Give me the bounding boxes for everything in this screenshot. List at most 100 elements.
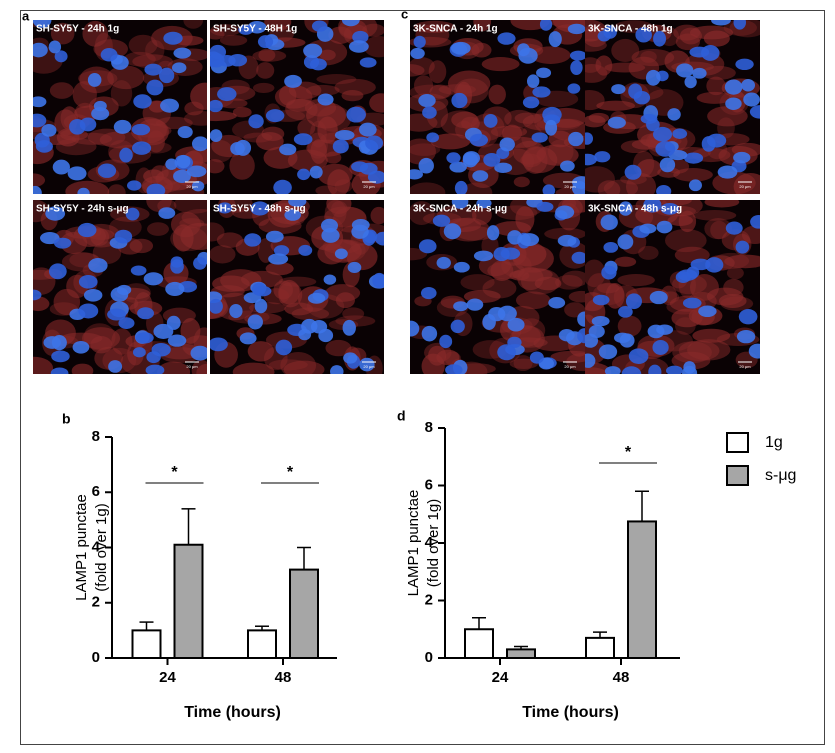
x-tick-label: 24 [492, 669, 509, 686]
nucleus [265, 109, 285, 123]
nucleus [591, 316, 610, 327]
nucleus [733, 20, 747, 30]
cytoplasm [33, 356, 54, 374]
cytoplasm [473, 20, 492, 32]
bar [289, 568, 319, 659]
nucleus [585, 353, 596, 368]
nucleus [692, 67, 707, 79]
nucleus [410, 47, 425, 60]
cytoplasm [110, 80, 133, 107]
y-axis-label: LAMP1 punctae [73, 494, 90, 601]
nucleus [735, 58, 754, 70]
cytoplasm [210, 245, 236, 264]
nucleus [449, 161, 467, 173]
nucleus [54, 50, 68, 63]
cytoplasm [561, 270, 585, 287]
nucleus [705, 257, 724, 273]
nucleus [307, 292, 326, 304]
nucleus [656, 220, 673, 234]
y-tick-label: 8 [425, 419, 433, 436]
nucleus [645, 69, 661, 86]
nucleus [647, 324, 665, 339]
nucleus [41, 123, 57, 137]
cytoplasm [297, 119, 316, 137]
cytoplasm [267, 200, 301, 228]
cytoplasm [692, 209, 737, 221]
cytoplasm [488, 84, 506, 105]
nucleus [628, 348, 649, 364]
nucleus [536, 67, 552, 79]
nucleus [88, 258, 108, 273]
nucleus [132, 141, 152, 155]
cytoplasm [362, 23, 384, 37]
nucleus [317, 93, 334, 106]
nucleus [469, 133, 488, 147]
cytoplasm [513, 176, 530, 188]
nucleus [342, 319, 356, 336]
nucleus [284, 74, 302, 88]
cytoplasm [460, 182, 493, 194]
nucleus [146, 183, 166, 194]
nucleus [116, 284, 132, 296]
nucleus [473, 250, 494, 262]
nucleus [422, 106, 437, 119]
cytoplasm [544, 227, 585, 240]
nucleus [483, 113, 498, 128]
cytoplasm [155, 116, 193, 130]
nucleus [445, 364, 463, 374]
nucleus [145, 364, 165, 374]
nucleus [158, 207, 176, 219]
panel-label: d [397, 408, 406, 424]
nucleus [50, 367, 69, 374]
cytoplasm [664, 228, 707, 253]
micrograph [210, 20, 384, 194]
nucleus [279, 143, 297, 156]
nucleus [303, 43, 323, 58]
cytoplasm [129, 238, 154, 254]
nucleus [536, 201, 554, 212]
nucleus [519, 233, 540, 247]
nucleus [592, 294, 610, 306]
nucleus [600, 214, 618, 231]
nucleus [594, 151, 611, 163]
nucleus [611, 84, 626, 95]
panel-label: a [22, 8, 30, 23]
nucleus [33, 42, 48, 58]
cytoplasm [413, 75, 434, 96]
nucleus [743, 92, 760, 107]
nucleus [667, 108, 681, 121]
nucleus [323, 274, 337, 285]
cytoplasm [335, 292, 355, 309]
nucleus [253, 285, 272, 297]
cytoplasm [614, 256, 637, 267]
nucleus [572, 181, 585, 194]
nucleus [186, 165, 207, 178]
cytoplasm [611, 38, 640, 63]
micrograph [33, 200, 207, 374]
cytoplasm [90, 336, 113, 354]
nucleus [604, 366, 621, 374]
cytoplasm [481, 57, 520, 72]
cytoplasm [460, 274, 495, 291]
cytoplasm [147, 222, 169, 236]
nucleus [736, 329, 756, 344]
nucleus [132, 347, 146, 358]
nucleus [352, 30, 369, 44]
nucleus [413, 35, 426, 49]
cytoplasm [429, 84, 452, 99]
micrograph [585, 200, 760, 374]
scale-bar-label: 20 μm [739, 364, 751, 369]
cytoplasm [173, 200, 207, 214]
cytoplasm [617, 315, 642, 337]
nucleus [48, 40, 62, 54]
cytoplasm [513, 355, 533, 372]
cytoplasm [720, 296, 754, 311]
nucleus [346, 106, 366, 123]
y-tick-label: 6 [92, 483, 100, 500]
nucleus [159, 67, 175, 84]
micrograph [585, 20, 760, 194]
nucleus [585, 132, 594, 145]
cytoplasm [53, 288, 81, 316]
nucleus [585, 153, 598, 166]
